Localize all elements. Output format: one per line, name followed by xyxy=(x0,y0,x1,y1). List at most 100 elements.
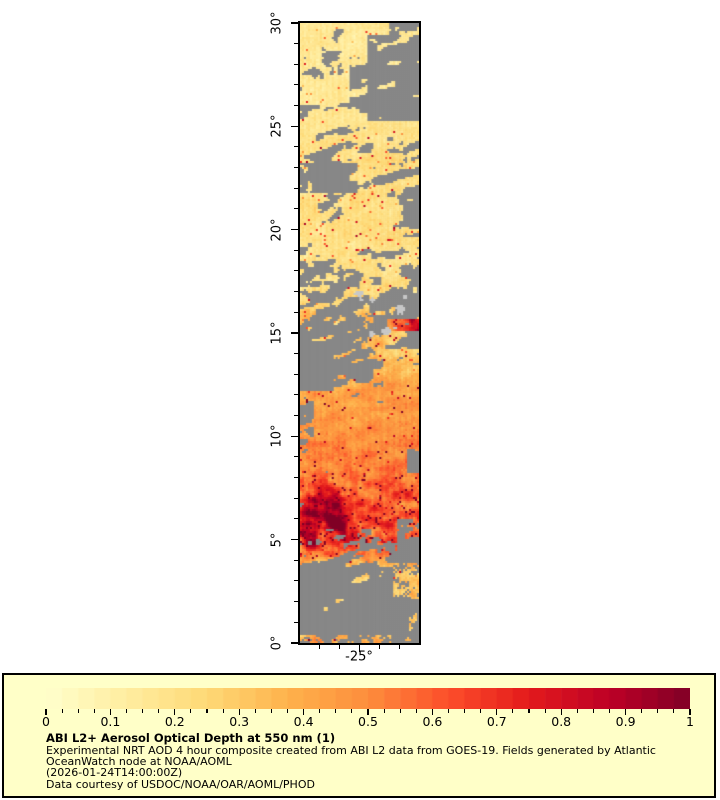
colorbar-minor-tick xyxy=(158,709,160,713)
y-axis-major-tick xyxy=(291,125,298,128)
y-axis-minor-tick xyxy=(294,105,298,107)
y-axis-tick-label: 25° xyxy=(269,114,285,138)
colorbar-major-tick xyxy=(431,709,433,715)
x-axis-minor-tick xyxy=(339,645,341,649)
colorbar-major-tick xyxy=(303,709,305,715)
colorbar-minor-tick xyxy=(190,709,192,713)
colorbar-minor-tick xyxy=(383,709,385,713)
colorbar-major-tick xyxy=(560,709,562,715)
colorbar-major-tick xyxy=(496,709,498,715)
colorbar-minor-tick xyxy=(544,709,546,713)
colorbar-tick-label: 0.4 xyxy=(293,714,314,729)
colorbar-major-tick xyxy=(367,709,369,715)
colorbar-minor-tick xyxy=(270,709,272,713)
colorbar-tick-label: 0.1 xyxy=(100,714,121,729)
colorbar-tick-label: 0 xyxy=(42,714,50,729)
figure-subtitle-line-1: Experimental NRT AOD 4 hour composite cr… xyxy=(46,744,656,757)
y-axis-minor-tick xyxy=(294,518,298,520)
y-axis-minor-tick xyxy=(294,270,298,272)
legend-panel: 0 0.1 0.2 0.3 0.4 0.5 0.6 0.7 0.8 0.9 1 ABI L2+ Ae… xyxy=(2,673,716,798)
colorbar-tick-label: 0.8 xyxy=(551,714,572,729)
colorbar-minor-tick xyxy=(512,709,514,713)
colorbar-major-tick xyxy=(238,709,240,715)
colorbar-major-tick xyxy=(109,709,111,715)
y-axis-major-tick xyxy=(291,539,298,541)
colorbar-tick-label: 0.9 xyxy=(615,714,636,729)
x-axis-major-tick xyxy=(358,645,361,652)
colorbar-minor-tick xyxy=(399,709,401,713)
colorbar-tick-label: 0.6 xyxy=(422,714,443,729)
figure-credit: Data courtesy of USDOC/NOAA/OAR/AOML/PHO… xyxy=(46,777,315,791)
colorbar-minor-tick xyxy=(673,709,675,713)
colorbar-minor-tick xyxy=(576,709,578,713)
colorbar-minor-tick xyxy=(286,709,289,713)
y-axis-minor-tick xyxy=(294,43,298,45)
y-axis-tick-label: 0° xyxy=(269,635,285,651)
colorbar-minor-tick xyxy=(480,709,482,713)
colorbar-minor-tick xyxy=(206,709,208,713)
caption-block: ABI L2+ Aerosol Optical Depth at 550 nm … xyxy=(46,732,656,790)
y-axis-minor-tick xyxy=(294,84,298,86)
y-axis-major-tick xyxy=(291,642,298,644)
y-axis-tick-label: 15° xyxy=(269,321,285,345)
colorbar-tick-label: 0.3 xyxy=(229,714,250,729)
y-axis-tick-label: 5° xyxy=(269,532,285,548)
colorbar-minor-tick xyxy=(351,709,353,713)
x-axis-minor-tick xyxy=(398,645,400,649)
colorbar-minor-tick xyxy=(657,709,659,713)
y-axis-tick-label: 20° xyxy=(269,218,285,242)
colorbar-minor-tick xyxy=(641,709,643,713)
colorbar-tick-label: 0.5 xyxy=(358,714,378,729)
y-axis-minor-tick xyxy=(294,146,298,148)
colorbar-minor-tick xyxy=(61,709,63,713)
y-axis-minor-tick xyxy=(294,477,298,479)
y-axis-major-tick xyxy=(291,22,298,24)
y-axis-tick-label: 10° xyxy=(269,424,285,448)
colorbar-minor-tick xyxy=(125,709,128,713)
y-axis-minor-tick xyxy=(294,601,298,603)
colorbar-minor-tick xyxy=(464,709,466,713)
colorbar-major-tick xyxy=(625,709,627,715)
colorbar-minor-tick xyxy=(222,709,224,713)
colorbar-minor-tick xyxy=(415,709,417,713)
map-frame xyxy=(298,21,421,645)
colorbar-tick-label: 1 xyxy=(686,714,694,729)
y-axis-minor-tick xyxy=(294,394,298,396)
y-axis-tick-label: 30° xyxy=(269,11,285,35)
y-axis-minor-tick xyxy=(294,373,298,375)
colorbar-minor-tick xyxy=(592,709,594,713)
colorbar-minor-tick xyxy=(254,709,256,713)
y-axis-minor-tick xyxy=(294,187,298,189)
figure-title: ABI L2+ Aerosol Optical Depth at 550 nm … xyxy=(46,731,336,745)
aod-map-raster xyxy=(300,23,419,643)
y-axis-minor-tick xyxy=(294,353,298,355)
colorbar-minor-tick xyxy=(335,709,337,713)
y-axis-minor-tick xyxy=(294,249,298,251)
figure-timestamp: (2026-01-24T14:00:00Z) xyxy=(46,766,183,780)
x-axis-minor-tick xyxy=(378,645,380,649)
y-axis-minor-tick xyxy=(294,415,298,417)
colorbar-minor-tick xyxy=(142,709,144,713)
colorbar-major-tick xyxy=(45,709,47,715)
y-axis-minor-tick xyxy=(294,456,298,458)
y-axis-major-tick xyxy=(291,435,298,438)
colorbar-minor-tick xyxy=(528,709,530,713)
colorbar-minor-tick xyxy=(319,709,321,713)
y-axis-major-tick xyxy=(291,332,298,334)
colorbar-minor-tick xyxy=(447,709,450,713)
y-axis-minor-tick xyxy=(294,291,298,293)
colorbar-minor-tick xyxy=(608,709,611,713)
y-axis-major-tick xyxy=(291,229,298,231)
x-axis-tick-label: -25° xyxy=(345,649,373,665)
colorbar xyxy=(46,688,690,709)
y-axis-minor-tick xyxy=(294,621,298,623)
colorbar-major-tick xyxy=(689,709,691,715)
colorbar-minor-tick xyxy=(93,709,95,713)
y-axis-minor-tick xyxy=(294,167,298,169)
y-axis-minor-tick xyxy=(294,208,298,210)
colorbar-minor-tick xyxy=(77,709,79,713)
colorbar-tick-label: 0.7 xyxy=(486,714,507,729)
y-axis-minor-tick xyxy=(294,63,298,65)
figure-subtitle-line-2: OceanWatch node at NOAA/AOML xyxy=(46,755,232,769)
